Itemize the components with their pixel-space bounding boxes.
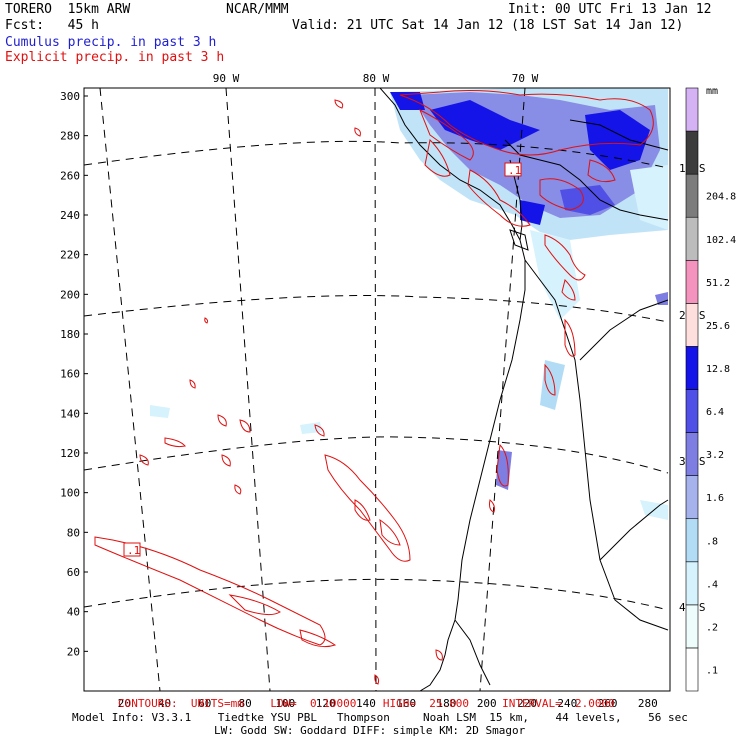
legend-color-box — [685, 259, 699, 304]
legend-level-label: .8 — [706, 536, 718, 547]
y-tick-label: 300 — [60, 90, 80, 103]
y-tick-label: 240 — [60, 209, 80, 222]
x-tick-label: 140 — [356, 697, 376, 710]
legend-color-box — [685, 518, 699, 563]
legend-color-box — [685, 604, 699, 649]
legend-level-label: 51.2 — [706, 278, 730, 289]
legend-color-box — [685, 130, 699, 175]
legend-color-box — [685, 87, 699, 132]
y-tick-label: 20 — [67, 645, 80, 658]
plot-frame — [83, 87, 671, 692]
lon-label-80w: 80 W — [363, 72, 390, 85]
legend-color-box — [685, 303, 699, 347]
y-tick-label: 180 — [60, 328, 80, 341]
cumulus-precip-title: Cumulus precip. in past 3 h — [5, 35, 217, 50]
precip-legend: mm .1 .2 .4 .8 1.6 3.2 6.4 12.8 25.6 51.2 102.4 204… — [685, 86, 736, 692]
legend-unit: mm — [706, 86, 718, 97]
contour-label: .1 — [127, 544, 140, 557]
explicit-precip-contours — [94, 90, 654, 685]
legend-level-label: 1.6 — [706, 493, 724, 504]
x-tick-label: 40 — [158, 697, 171, 710]
contours-info: CONTOURS: UNITS=mm LOW= 0.10000 HIGH= 25… — [118, 697, 615, 710]
y-tick-label: 160 — [60, 368, 80, 381]
legend-color-box — [685, 561, 699, 606]
x-tick-label: 100 — [275, 697, 295, 710]
x-tick-label: 240 — [557, 697, 577, 710]
legend-color-box — [685, 346, 699, 390]
lon-label-90w: 90 W — [213, 72, 240, 85]
legend-level-label: 3.2 — [706, 450, 724, 461]
legend-level-label: 25.6 — [706, 321, 730, 332]
coastline — [379, 88, 669, 691]
legend-color-box — [685, 216, 699, 261]
legend-level-label: .2 — [706, 622, 718, 633]
x-tick-label: 180 — [437, 697, 457, 710]
y-tick-label: 100 — [60, 487, 80, 500]
y-tick-label: 260 — [60, 169, 80, 182]
cumulus-precip-shading — [150, 88, 668, 520]
forecast-hour: Fcst: 45 h — [5, 18, 99, 33]
x-tick-label: 260 — [598, 697, 618, 710]
x-tick-label: 60 — [198, 697, 211, 710]
legend-level-label: 12.8 — [706, 364, 730, 375]
legend-level-labels: .1 .2 .4 .8 1.6 3.2 6.4 12.8 25.6 51.2 102.4 204.8 — [706, 192, 736, 677]
y-tick-label: 220 — [60, 249, 80, 262]
legend-color-box — [685, 475, 699, 520]
explicit-precip-title: Explicit precip. in past 3 h — [5, 50, 225, 65]
y-tick-label: 200 — [60, 288, 80, 301]
x-tick-labels: 20 40 60 80 100 120 140 160 180 200 220 240 260 280 — [118, 697, 658, 710]
x-tick-label: 20 — [118, 697, 131, 710]
org-label: NCAR/MMM — [226, 2, 289, 17]
y-tick-label: 280 — [60, 130, 80, 143]
lon-label-70w: 70 W — [512, 72, 539, 85]
y-tick-labels: 20 40 60 80 100 120 140 160 180 200 220 240 260 280 30… — [60, 90, 88, 658]
legend-color-box — [685, 389, 699, 433]
y-tick-label: 140 — [60, 407, 80, 420]
y-tick-label: 80 — [67, 526, 80, 539]
x-tick-label: 120 — [316, 697, 336, 710]
legend-color-box — [685, 432, 699, 476]
y-tick-label: 120 — [60, 447, 80, 460]
model-info: Model Info: V3.3.1 Tiedtke YSU PBL Thomp… — [72, 711, 688, 724]
contour-label-box: .1 — [123, 542, 141, 557]
contour-label-box: .1 — [504, 162, 522, 177]
legend-color-box — [685, 647, 699, 692]
x-tick-label: 200 — [477, 697, 497, 710]
valid-time: Valid: 21 UTC Sat 14 Jan 12 (18 LST Sat … — [292, 18, 684, 33]
y-tick-label: 60 — [67, 566, 80, 579]
x-tick-label: 220 — [517, 697, 537, 710]
init-time: Init: 00 UTC Fri 13 Jan 12 — [508, 2, 712, 17]
legend-level-label: .4 — [706, 579, 718, 590]
model-title: TORERO 15km ARW — [5, 2, 131, 17]
x-tick-label: 160 — [396, 697, 416, 710]
physics-info: LW: Godd SW: Goddard DIFF: simple KM: 2D… — [214, 724, 526, 737]
x-tick-label: 80 — [238, 697, 251, 710]
y-tick-label: 40 — [67, 606, 80, 619]
legend-color-boxes — [685, 87, 699, 692]
legend-level-label: .1 — [706, 665, 718, 676]
legend-color-box — [685, 173, 699, 218]
legend-level-label: 102.4 — [706, 235, 736, 246]
legend-level-label: 204.8 — [706, 192, 736, 203]
x-tick-label: 280 — [638, 697, 658, 710]
legend-level-label: 6.4 — [706, 407, 724, 418]
contour-label: .1 — [508, 164, 521, 177]
